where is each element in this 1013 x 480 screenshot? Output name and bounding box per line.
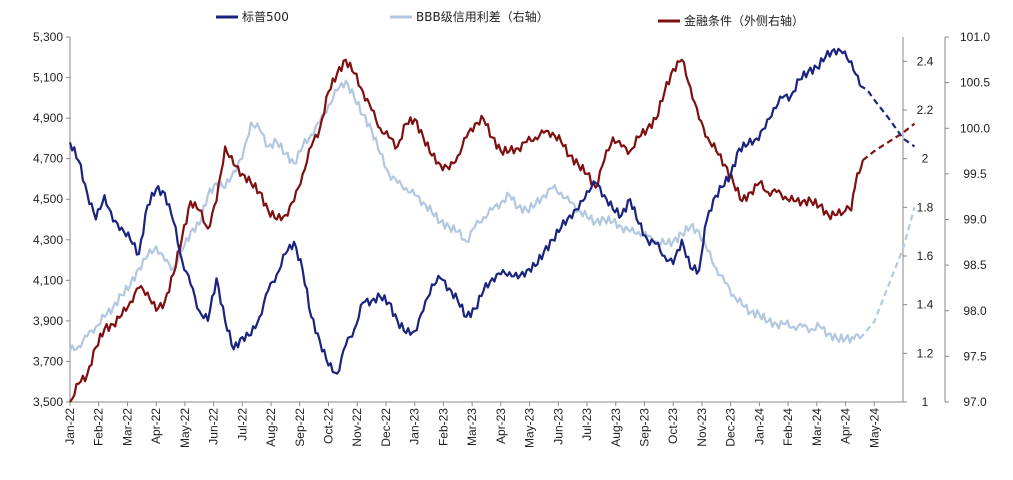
x-tick-label: Jan-24 [752,408,766,445]
plot-area [68,47,916,403]
y-left-tick-label: 4,300 [33,233,63,247]
y-left-tick-label: 3,700 [33,354,63,368]
x-tick-label: Mar-23 [465,408,479,446]
x-tick-label: Dec-23 [724,408,738,447]
y-left-tick-label: 4,500 [33,192,63,206]
x-tick-label: Dec-22 [379,408,393,447]
legend-label-sp500: 标普500 [242,10,289,24]
x-tick-label: Jan-22 [63,408,77,445]
y-outer-right-tick-label: 100.5 [960,76,990,90]
x-tick-label: Mar-24 [810,408,824,446]
y-outer-right-tick-label: 97.0 [963,395,987,409]
y-right-tick-label: 1.2 [917,346,934,360]
y-outer-right-tick-label: 101.0 [960,30,990,44]
y-outer-right-tick-label: 97.5 [963,349,987,363]
x-tick-label: Apr-22 [149,408,163,444]
legend-label-fci: 金融条件（外侧右轴） [684,13,804,28]
x-tick-label: Apr-24 [839,408,853,444]
y-left-tick-label: 4,700 [33,152,63,166]
y-outer-right-tick-label: 98.5 [963,258,987,272]
y-right-tick-label: 2 [922,152,929,166]
series-financial-conditions-line [69,58,864,403]
x-tick-label: Jun-22 [207,408,221,445]
y-left-tick-label: 5,100 [33,71,63,85]
y-right-tick-label: 2.2 [917,103,934,117]
x-tick-label: Oct-22 [322,408,336,444]
x-tick-label: Apr-23 [494,408,508,444]
series-bbb-spread-projection-line [859,207,916,340]
x-tick-label: Sep-23 [637,408,651,447]
x-tick-label: Mar-22 [120,408,134,446]
y-right-tick-label: 1.6 [917,249,934,263]
y-left-tick-label: 3,500 [33,395,63,409]
y-left-tick-label: 4,100 [33,273,63,287]
series-financial-conditions-projection-line [862,122,916,162]
x-tick-label: Aug-22 [264,408,278,447]
y-outer-right-tick-label: 100.0 [960,121,990,135]
x-tick-label: May-22 [178,408,192,448]
axes: 3,500 3,700 3,900 4,100 4,300 4,500 4,700 4,900… [33,30,990,448]
x-tick-label: Feb-23 [436,408,450,446]
y-left-tick-label: 3,900 [33,314,63,328]
legend: 标普500 BBB级信用利差（右轴） 金融条件（外侧右轴） [216,9,804,28]
y-right-tick-label: 1.4 [917,298,934,312]
x-tick-label: Sep-22 [293,408,307,447]
x-tick-label: Aug-23 [609,408,623,447]
y-outer-right-tick-label: 99.0 [963,213,987,227]
x-tick-label: May-23 [523,408,537,448]
x-tick-label: Nov-23 [695,408,709,447]
y-outer-right-tick-label: 98.0 [963,304,987,318]
legend-label-bbb: BBB级信用利差（右轴） [416,9,549,24]
y-right-tick-label: 1 [922,395,929,409]
x-tick-label: Jan-23 [408,408,422,445]
series-sp500-line [68,47,861,375]
y-right-tick-label: 1.8 [917,200,934,214]
y-left-tick-label: 4,900 [33,111,63,125]
x-tick-label: Feb-24 [781,408,795,446]
x-tick-label: Feb-22 [92,408,106,446]
y-left-tick-label: 5,300 [33,30,63,44]
y-right-tick-label: 2.4 [917,54,934,68]
series-sp500-projection-line [859,84,916,148]
x-tick-label: Jul-22 [235,408,249,441]
x-tick-label: Nov-22 [350,408,364,447]
x-tick-label: Oct-23 [666,408,680,444]
y-outer-right-tick-label: 99.5 [963,167,987,181]
x-tick-label: Jun-23 [551,408,565,445]
x-tick-label: May-24 [867,408,881,448]
x-tick-label: Jul-23 [580,408,594,441]
